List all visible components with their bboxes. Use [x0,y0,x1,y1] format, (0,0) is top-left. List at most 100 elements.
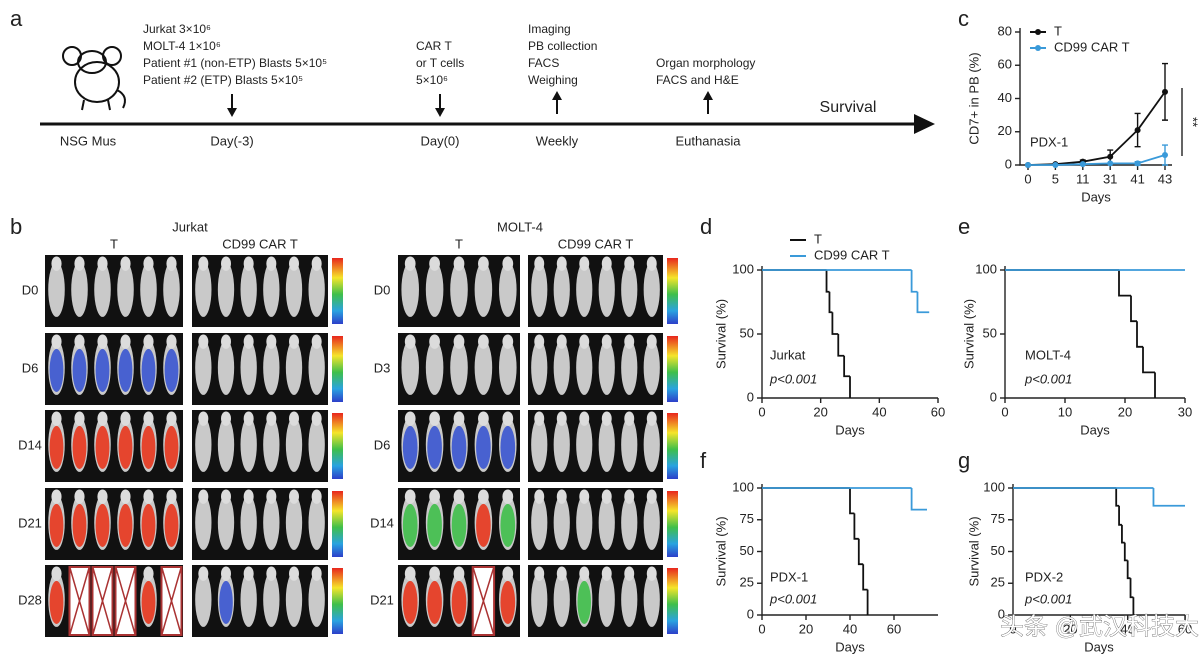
x-tick-label: 40 [872,404,886,419]
survival-step [1152,488,1185,507]
mouse-head [556,334,567,349]
step-label: Day(0) [420,133,459,148]
x-tick-label: 60 [1178,621,1192,636]
image-panel [192,565,328,637]
mouse-head [243,411,254,426]
signal [95,425,110,470]
mouse [474,340,493,395]
signal [219,580,233,625]
mouse-head [166,411,177,426]
image-panel [528,488,663,560]
annotation: PDX-1 [770,569,808,584]
colorbar [332,258,343,324]
image-panel [192,488,328,560]
mouse-head [198,489,209,504]
mouse [240,417,257,472]
mouse [195,340,212,395]
y-tick-label: 0 [990,389,997,404]
arm-label: T [110,236,118,251]
x-axis-label: Days [1080,422,1110,437]
mouse [621,417,638,472]
end-label: Survival [820,99,877,116]
mouse-head [311,334,322,349]
mouse-head [502,411,514,426]
mouse-head [74,334,85,349]
mouse [217,262,235,317]
x-tick-label: 11 [1076,171,1090,186]
x-tick-label: 40 [1120,621,1134,636]
mouse-head [646,489,657,504]
mouse-head [51,334,62,349]
legend-label: CD99 CAR T [1054,39,1130,54]
signal [141,503,156,548]
signal [72,425,87,470]
mouse [598,495,615,550]
mouse [263,417,280,472]
signal [476,503,491,548]
y-tick-label: 50 [983,325,997,340]
annotation: p<0.001 [1024,591,1072,606]
mouse-head [478,489,489,504]
mouse-head [311,256,322,271]
mouse [195,572,212,627]
signal [476,425,491,470]
y-tick-label: 0 [1005,156,1012,171]
mouse-head [534,489,545,504]
mouse-head [120,489,131,504]
y-tick-label: 50 [991,543,1005,558]
mouse [553,262,570,317]
colorbar [667,413,678,479]
y-axis-label: Survival (%) [713,299,728,369]
mouse-head [429,489,440,504]
colorbar [667,568,678,634]
mouse-head [97,489,108,504]
x-tick-label: 60 [887,621,901,636]
day-label: D6 [22,360,39,375]
series-line [1028,154,1166,166]
timeline-arrowhead [914,114,935,134]
watermark: 头条 @武汉科技大学 [1000,613,1200,640]
mouse-head [478,256,489,271]
step-text: 5×10⁶ [416,73,448,87]
y-axis-label: CD7+ in PB (%) [966,52,981,144]
x-tick-label: 0 [1001,404,1008,419]
mouse [576,340,593,395]
mouse-head [404,489,416,504]
mouse-head [51,489,62,504]
annotation: PDX-1 [1030,134,1068,149]
mouse-head [143,256,154,271]
mouse [643,417,660,472]
x-tick-label: 0 [1024,171,1031,186]
mouse-head [143,411,154,426]
y-axis-label: Survival (%) [961,299,976,369]
mouse-head [601,489,612,504]
mouse [643,495,660,550]
signal [577,580,591,625]
point [1052,162,1059,168]
colorbar [667,336,678,402]
signal [118,425,133,470]
signal [164,348,179,393]
mouse-head [311,411,322,426]
mouse-head [143,566,154,581]
mouse [425,340,444,395]
mouse-head [198,256,209,271]
legend-marker [1035,29,1041,35]
mouse [117,262,134,317]
mouse [531,417,548,472]
mouse-head [404,334,416,349]
step-text: PB collection [528,39,597,53]
mouse [425,262,444,317]
colorbar [667,491,678,557]
mouse [553,495,570,550]
mouse-head [243,256,254,271]
step-text: Imaging [528,22,571,36]
y-axis-label: Survival (%) [966,516,981,586]
y-tick-label: 80 [998,23,1012,38]
mouse-head [453,411,465,426]
x-tick-label: 60 [931,404,945,419]
mouse-head [166,334,177,349]
day-label: D28 [18,592,42,607]
signal [49,425,64,470]
mouse-head [579,489,590,504]
